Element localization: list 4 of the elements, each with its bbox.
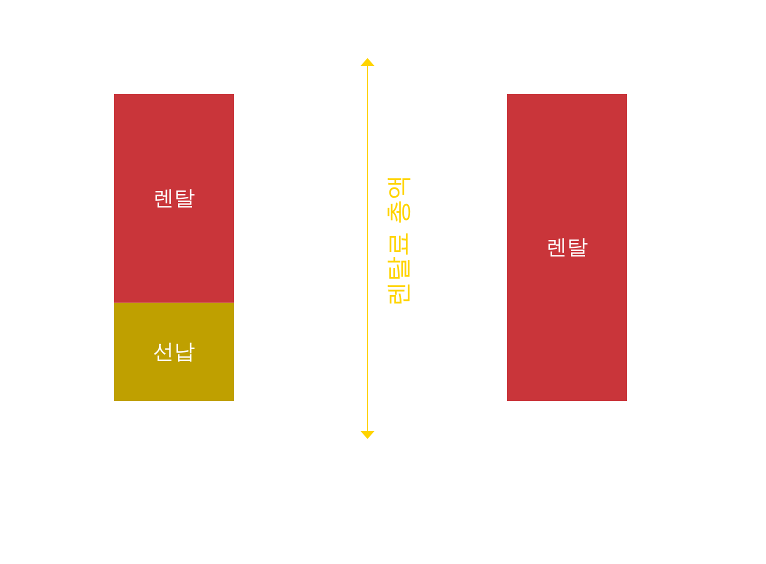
series-label: 렌탈: [153, 186, 195, 210]
annotation: 렌탈료 총액: [384, 174, 412, 306]
series-label: 렌탈: [546, 236, 588, 259]
series-label: 선납: [153, 340, 195, 364]
